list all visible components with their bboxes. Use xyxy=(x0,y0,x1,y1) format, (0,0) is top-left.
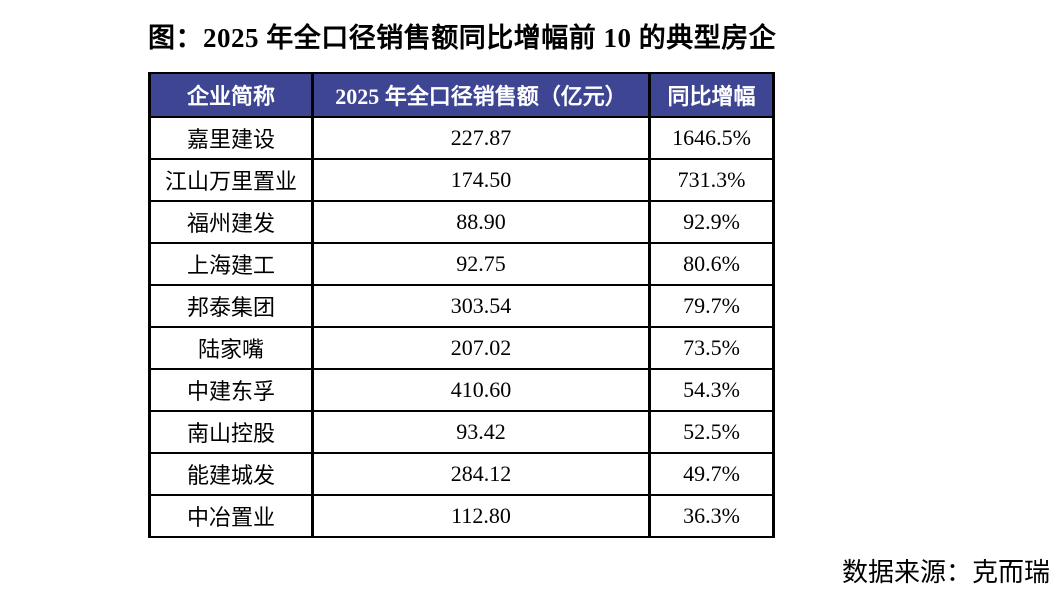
sales-value-cell: 410.60 xyxy=(311,368,651,412)
table-row: 中冶置业 112.80 36.3% xyxy=(148,494,775,538)
table-row: 南山控股 93.42 52.5% xyxy=(148,410,775,454)
growth-value-cell: 92.9% xyxy=(648,200,775,244)
company-name-cell: 陆家嘴 xyxy=(148,326,314,370)
growth-value-cell: 36.3% xyxy=(648,494,775,538)
company-name-cell: 能建城发 xyxy=(148,452,314,496)
company-name-cell: 上海建工 xyxy=(148,242,314,286)
column-header-growth: 同比增幅 xyxy=(648,72,775,118)
growth-value-cell: 54.3% xyxy=(648,368,775,412)
sales-value-cell: 88.90 xyxy=(311,200,651,244)
table-row: 嘉里建设 227.87 1646.5% xyxy=(148,116,775,160)
column-header-company: 企业简称 xyxy=(148,72,314,118)
growth-value-cell: 731.3% xyxy=(648,158,775,202)
table-row: 邦泰集团 303.54 79.7% xyxy=(148,284,775,328)
company-name-cell: 南山控股 xyxy=(148,410,314,454)
sales-growth-table: 企业简称 2025 年全口径销售额（亿元） 同比增幅 嘉里建设 227.87 1… xyxy=(148,72,775,538)
table-row: 上海建工 92.75 80.6% xyxy=(148,242,775,286)
company-name-cell: 邦泰集团 xyxy=(148,284,314,328)
growth-value-cell: 1646.5% xyxy=(648,116,775,160)
page-title: 图：2025 年全口径销售额同比增幅前 10 的典型房企 xyxy=(148,23,777,53)
growth-value-cell: 79.7% xyxy=(648,284,775,328)
table-row: 能建城发 284.12 49.7% xyxy=(148,452,775,496)
sales-value-cell: 92.75 xyxy=(311,242,651,286)
company-name-cell: 中建东孚 xyxy=(148,368,314,412)
growth-value-cell: 52.5% xyxy=(648,410,775,454)
column-header-sales: 2025 年全口径销售额（亿元） xyxy=(311,72,651,118)
sales-value-cell: 93.42 xyxy=(311,410,651,454)
data-source-note: 数据来源：克而瑞 xyxy=(841,558,1050,587)
sales-value-cell: 174.50 xyxy=(311,158,651,202)
growth-value-cell: 80.6% xyxy=(648,242,775,286)
company-name-cell: 中冶置业 xyxy=(148,494,314,538)
company-name-cell: 江山万里置业 xyxy=(148,158,314,202)
company-name-cell: 福州建发 xyxy=(148,200,314,244)
table-row: 陆家嘴 207.02 73.5% xyxy=(148,326,775,370)
sales-value-cell: 227.87 xyxy=(311,116,651,160)
table-row: 江山万里置业 174.50 731.3% xyxy=(148,158,775,202)
sales-value-cell: 112.80 xyxy=(311,494,651,538)
sales-value-cell: 207.02 xyxy=(311,326,651,370)
growth-value-cell: 73.5% xyxy=(648,326,775,370)
growth-value-cell: 49.7% xyxy=(648,452,775,496)
table-header-row: 企业简称 2025 年全口径销售额（亿元） 同比增幅 xyxy=(148,72,775,118)
sales-value-cell: 284.12 xyxy=(311,452,651,496)
company-name-cell: 嘉里建设 xyxy=(148,116,314,160)
table-row: 中建东孚 410.60 54.3% xyxy=(148,368,775,412)
table-row: 福州建发 88.90 92.9% xyxy=(148,200,775,244)
sales-value-cell: 303.54 xyxy=(311,284,651,328)
